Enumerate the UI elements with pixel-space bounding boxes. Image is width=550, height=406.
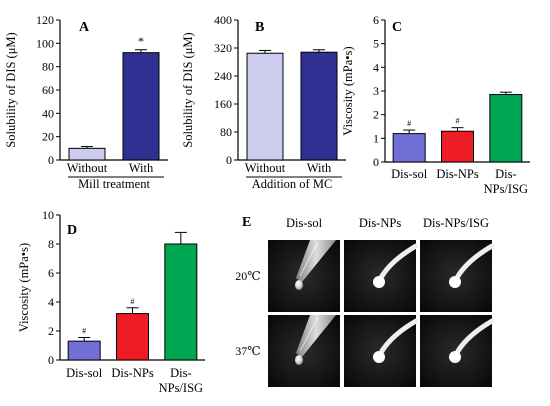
bar xyxy=(122,52,160,161)
y-tick-label: 5 xyxy=(373,37,379,51)
y-tick-label: 160 xyxy=(214,97,232,111)
y-tick-label: 2 xyxy=(373,108,379,122)
photo-cell xyxy=(420,240,495,312)
y-tick-label: 4 xyxy=(48,295,54,309)
column-label: Dis-NPs xyxy=(359,216,402,230)
x-tick-label: NPs/ISG xyxy=(484,182,528,196)
x-group-label: Mill treatment xyxy=(78,177,150,191)
panel-d: 0 2 4 6 8 10 Viscosity (mPa•s) D # Dis-sol # Dis-NP… xyxy=(17,208,205,395)
droplet xyxy=(373,351,385,363)
panel-c: 0 1 2 3 4 5 6 Viscosity (mPa•s) C # Dis-sol # Dis-NP… xyxy=(341,13,530,196)
y-axis-label: Viscosity (mPa•s) xyxy=(17,243,31,332)
y-tick-label: 240 xyxy=(214,69,232,83)
x-tick-label: Dis-NPs xyxy=(436,167,479,181)
y-tick-label: 400 xyxy=(214,13,232,27)
x-tick-label: Dis- xyxy=(170,366,192,380)
y-tick-label: 320 xyxy=(214,41,232,55)
x-tick-label: Without xyxy=(67,161,108,175)
y-tick-label: 8 xyxy=(48,237,54,251)
pipette-highlight xyxy=(299,316,319,352)
x-tick-label: Dis-sol xyxy=(391,167,428,181)
photo-cell xyxy=(268,240,340,312)
y-tick-label: 4 xyxy=(373,60,379,74)
bar xyxy=(116,313,149,361)
panel-label: B xyxy=(255,20,264,35)
y-tick-label: 3 xyxy=(373,84,379,98)
pipette-tip xyxy=(379,243,419,279)
panel-label: E xyxy=(242,215,251,230)
pipette-highlight xyxy=(299,241,319,277)
panel-e: E Dis-sol Dis-NPs Dis-NPs/ISG 20℃ 37℃ xyxy=(235,215,495,387)
y-tick-label: 60 xyxy=(42,83,54,97)
photo-cell xyxy=(268,315,340,387)
row-label: 37℃ xyxy=(235,344,260,358)
droplet xyxy=(295,280,303,290)
x-tick-label: Without xyxy=(245,161,286,175)
y-tick-label: 20 xyxy=(42,130,54,144)
y-tick-label: 40 xyxy=(42,106,54,120)
photo-cell xyxy=(344,240,419,312)
y-tick-label: 6 xyxy=(373,13,379,27)
bar xyxy=(300,51,338,161)
y-tick-label: 100 xyxy=(36,36,54,50)
bar xyxy=(392,133,426,163)
y-tick-label: 0 xyxy=(373,155,379,169)
significance-mark: # xyxy=(407,119,411,128)
y-tick-label: 0 xyxy=(48,153,54,167)
pipette-tip xyxy=(455,318,495,354)
photo-cell xyxy=(344,315,419,387)
pipette-tip xyxy=(296,315,336,357)
x-tick-label: With xyxy=(307,161,332,175)
y-tick-label: 80 xyxy=(220,125,232,139)
significance-mark: # xyxy=(456,117,460,126)
droplet xyxy=(449,276,461,288)
panel-label: D xyxy=(67,223,77,238)
bar xyxy=(164,243,198,361)
droplet xyxy=(449,351,461,363)
pipette-tip xyxy=(296,240,336,282)
photo-cell xyxy=(420,315,495,387)
significance-mark: # xyxy=(82,327,86,336)
panel-a: 0 20 40 60 80 100 120 Solubility of DIS (μM) A Wi… xyxy=(4,13,168,191)
y-axis-label: Solubility of DIS (μM) xyxy=(4,32,18,147)
y-axis-label: Solubility of DIS (μM) xyxy=(181,32,195,147)
row-label: 20℃ xyxy=(235,269,260,283)
panel-label: C xyxy=(392,20,402,35)
y-tick-label: 2 xyxy=(48,324,54,338)
x-tick-label: Dis-NPs xyxy=(111,366,154,380)
y-tick-label: 0 xyxy=(226,153,232,167)
bar xyxy=(246,52,284,161)
x-tick-label: With xyxy=(129,161,154,175)
droplet xyxy=(295,355,303,365)
y-tick-label: 6 xyxy=(48,266,54,280)
bar xyxy=(489,94,523,163)
y-tick-label: 1 xyxy=(373,131,379,145)
pipette-tip xyxy=(455,243,495,279)
y-tick-label: 120 xyxy=(36,13,54,27)
y-tick-label: 80 xyxy=(42,60,54,74)
x-tick-label: Dis- xyxy=(495,167,517,181)
y-tick-label: 0 xyxy=(48,353,54,367)
x-group-label: Addition of MC xyxy=(252,177,333,191)
x-tick-label: Dis-sol xyxy=(66,366,103,380)
panel-label: A xyxy=(79,20,90,35)
x-tick-label: NPs/ISG xyxy=(159,381,203,395)
droplet xyxy=(373,276,385,288)
significance-mark: # xyxy=(131,297,135,306)
panel-b: 0 80 160 240 320 400 Solubility of DIS (μM) B Wi… xyxy=(181,13,346,191)
column-label: Dis-NPs/ISG xyxy=(423,216,489,230)
bar xyxy=(67,340,101,361)
y-axis-label: Viscosity (mPa•s) xyxy=(341,46,355,135)
bar xyxy=(68,147,106,161)
significance-mark: * xyxy=(138,34,144,48)
bar xyxy=(441,130,474,163)
y-tick-label: 10 xyxy=(42,208,54,222)
pipette-tip xyxy=(379,318,419,354)
column-label: Dis-sol xyxy=(286,216,323,230)
